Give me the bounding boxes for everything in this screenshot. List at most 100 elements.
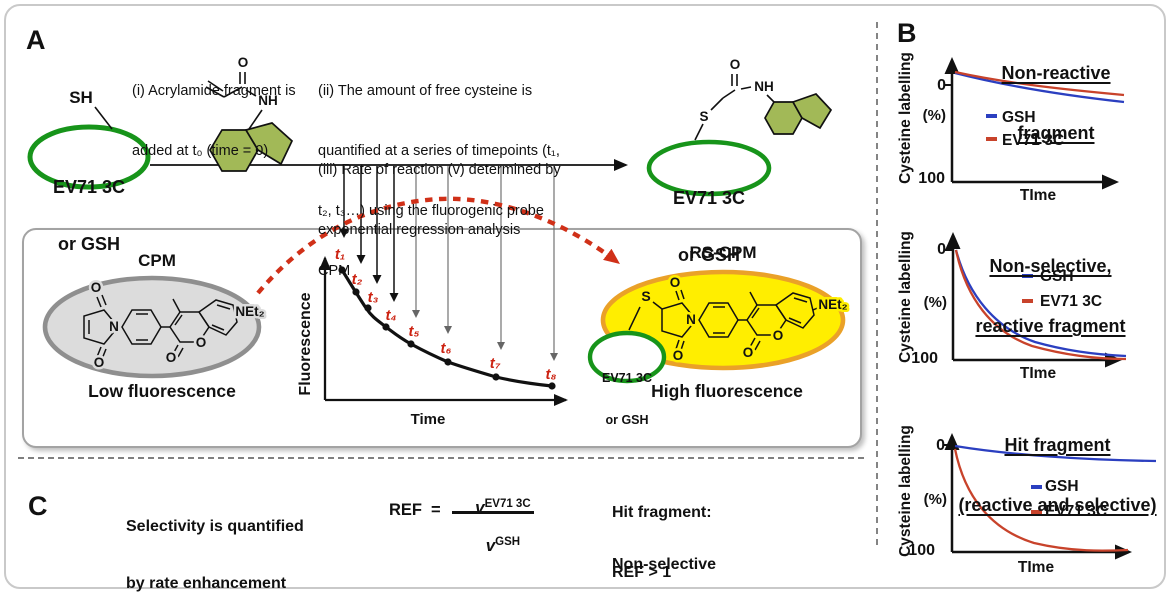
sh-bond	[94, 106, 113, 130]
step-1-text: (i) Acrylamide fragment is added at t₀ (…	[132, 41, 296, 201]
plot3-axes	[944, 433, 1132, 560]
timepoint-label-t6: t₆	[440, 340, 452, 357]
timepoint-label-t3: t₃	[367, 289, 379, 306]
cpm-title: CPM	[138, 251, 176, 270]
step-3-line: exponential regression analysis	[318, 222, 521, 238]
nonselective-rule-line: Non-selective	[612, 556, 717, 573]
rate-symbol: v	[475, 498, 485, 517]
nh-atom: NH	[754, 79, 774, 94]
product-name: EV71 3C	[672, 188, 746, 208]
timepoint-label-t2: t₂	[351, 271, 363, 288]
fluorescence-plot-axes	[319, 256, 568, 406]
sh-atom-label: SH	[69, 88, 93, 107]
plot2-gsh-swatch	[1022, 274, 1033, 278]
plot3-gsh-swatch	[1031, 485, 1042, 489]
ref-formula-denominator: vGSH	[448, 515, 540, 577]
rscpm-oval	[600, 269, 846, 371]
timepoint-label-t8: t₈	[545, 366, 557, 383]
step-3-text: (iii) Rate of reaction (v) determined by…	[318, 120, 561, 280]
plot1-xlabel: TIme	[1019, 187, 1057, 204]
product-oval-text: EV71 3C or GSH	[649, 151, 769, 303]
rscpm-structure: S N O O O O NEt₂	[628, 273, 850, 366]
hit-fragment-rule-line: REF > 1	[612, 564, 672, 581]
step-2-line: t₂, t₃…) using the fluorogenic probe	[318, 203, 544, 219]
plot3-title-line: (reactive and selective)	[958, 495, 1157, 515]
timepoint-label-t1: t₁	[334, 246, 346, 263]
figure-border	[4, 4, 1166, 589]
sulfur-atom: S	[699, 109, 708, 124]
plot2-legend-gsh: GSH	[1040, 268, 1074, 285]
panel-b-label: B	[897, 18, 917, 48]
cpm-oval	[42, 275, 262, 379]
plot1-ev71-swatch	[986, 137, 997, 141]
cpm-structure: N O O O O NEt₂	[83, 278, 267, 373]
plot2-xlabel: TIme	[1019, 365, 1057, 382]
plot2-title-line: Non-selective,	[989, 256, 1112, 276]
plot3-title: Hit fragment (reactive and selective)	[945, 395, 1170, 555]
plot1-ytick-0: 0	[937, 77, 946, 94]
nh-atom: NH	[258, 93, 278, 108]
reactant-oval-text: EV71 3C or GSH	[33, 140, 145, 292]
plot1-title: Non-reactive fragment	[956, 23, 1156, 183]
plot2-ytick-0: 0	[937, 241, 946, 258]
plot2-axes	[945, 232, 1122, 368]
plot1-ev71-curve	[954, 70, 1125, 97]
plot3-ev71-curve	[953, 448, 1129, 552]
rate-superscript: EV71 3C	[484, 498, 531, 510]
fraction-bar	[452, 511, 534, 514]
timepoint-label-t5: t₅	[408, 323, 420, 340]
decay-curve-points	[338, 266, 556, 390]
timepoint-label-t4: t₄	[385, 307, 397, 324]
sulfur-atom: S	[641, 288, 650, 304]
oxygen-atom: O	[91, 280, 102, 295]
oxygen-atom: O	[730, 57, 741, 72]
plot1-title-line: Non-reactive	[1001, 63, 1111, 83]
ring-oxygen-atom: O	[196, 335, 207, 350]
product-structure: O NH S	[694, 55, 833, 141]
plot1-axes	[944, 57, 1119, 190]
plot1-title-line: fragment	[1017, 123, 1095, 143]
ref-formula-numerator: vEV71 3C	[448, 477, 540, 539]
plot1-yunit: (%)	[922, 107, 946, 124]
plot2-yunit: (%)	[923, 294, 947, 311]
plot3-ytick-100: 100	[908, 542, 935, 559]
plot2-ytick-100: 100	[911, 350, 938, 367]
rscpm-title: RS-CPM	[689, 243, 757, 262]
nitrogen-atom: N	[109, 319, 119, 334]
nitrogen-atom: N	[686, 312, 696, 327]
hit-fragment-rule-line: Hit fragment:	[612, 504, 712, 521]
cpm-caption: Low fluorescence	[88, 381, 236, 401]
rate-symbol: v	[485, 536, 496, 555]
ref-formula-equals: =	[431, 501, 441, 519]
step-2-text: (ii) The amount of free cysteine is quan…	[318, 41, 560, 321]
plot2-gsh-curve	[954, 249, 1127, 358]
step-3-line: (iii) Rate of reaction (v) determined by	[318, 162, 561, 178]
step-2-line: quantified at a series of timepoints (t₁…	[318, 143, 560, 159]
plot2-ev71-curve	[954, 249, 1127, 361]
cpm-to-rscpm-arrow	[256, 196, 620, 295]
ref-caption-line: by rate enhancement	[126, 575, 287, 592]
plot1-ytick-100: 100	[918, 170, 945, 187]
panel-a-label: A	[26, 25, 46, 55]
net2-group: NEt₂	[818, 297, 847, 312]
step-1-line: added at t₀ (time = 0)	[132, 143, 269, 159]
plot1-gsh-swatch	[986, 114, 997, 118]
oxygen-atom: O	[94, 355, 105, 370]
reactant-oval	[27, 124, 151, 190]
fragment-pentagon	[244, 122, 294, 166]
step-1-line: (i) Acrylamide fragment is	[132, 83, 296, 99]
rscpm-green-oval	[587, 330, 667, 384]
plot3-ytick-0: 0	[936, 437, 945, 454]
plot3-legend-ev71: EV71 3C	[1045, 503, 1108, 520]
product-name: or GSH	[677, 245, 740, 265]
plot3-legend-gsh: GSH	[1045, 478, 1079, 495]
oxygen-atom: O	[238, 55, 249, 70]
plot1-legend-ev71: EV71 3C	[1002, 132, 1065, 149]
step-2-line: CPM	[318, 263, 351, 279]
reactant-name: EV71 3C	[52, 177, 126, 197]
rscpm-green-oval-text: EV71 3C or GSH	[590, 343, 664, 455]
plot1-legend-gsh: GSH	[1002, 109, 1036, 126]
reactant-name: or GSH	[57, 234, 120, 254]
